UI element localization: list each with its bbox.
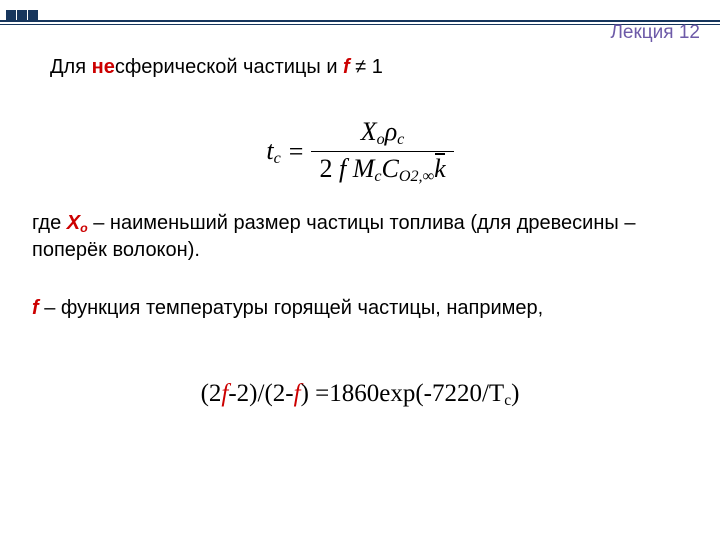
x-var: X xyxy=(361,117,377,146)
square-icon xyxy=(28,10,38,20)
intro-part2: сферической частицы и xyxy=(115,56,343,78)
const-2: 2 xyxy=(319,154,332,183)
paragraph-xo: где Хо – наименьший размер частицы топли… xyxy=(32,210,646,264)
f-var: f xyxy=(339,154,346,183)
eqn2-f2: f xyxy=(294,380,301,407)
t-var: t xyxy=(266,136,273,165)
square-icon xyxy=(6,10,16,20)
k-var: k xyxy=(434,154,446,183)
f-symbol: f xyxy=(32,297,39,319)
kbar: k xyxy=(434,154,446,184)
c-var: C xyxy=(382,154,399,183)
x-sub: o xyxy=(377,131,385,148)
numerator: Xoρc xyxy=(353,115,413,151)
xo-sub: о xyxy=(80,221,88,235)
intro-f: f xyxy=(343,56,350,78)
eqn2-b: -2)/(2- xyxy=(228,380,293,407)
eqn2-d: ) xyxy=(511,380,519,407)
para1-a: где xyxy=(32,212,67,234)
c-sub: O2,∞ xyxy=(399,168,434,185)
denominator: 2 f McCO2,∞k xyxy=(311,152,453,188)
rho-sub: c xyxy=(397,131,404,148)
intro-line: Для несферической частицы и f ≠ 1 xyxy=(50,56,383,79)
eqn2-c: ) =1860exp(-7220/T xyxy=(301,380,505,407)
intro-ne: не xyxy=(92,56,115,78)
t-sub: c xyxy=(274,150,281,167)
xo-x: Х xyxy=(67,212,80,234)
xo-symbol: Хо xyxy=(67,212,88,234)
secondary-equation: (2f-2)/(2-f) =1860exp(-7220/Tc) xyxy=(0,380,720,410)
eqn2-a: (2 xyxy=(201,380,222,407)
m-sub: c xyxy=(374,168,381,185)
paragraph-f: f – функция температуры горящей частицы,… xyxy=(32,295,680,322)
lecture-number: Лекция 12 xyxy=(610,22,700,44)
formula-lhs: tc xyxy=(266,136,280,168)
intro-part3: ≠ 1 xyxy=(350,56,383,78)
decoration-squares xyxy=(6,10,38,20)
formula-fraction: Xoρc 2 f McCO2,∞k xyxy=(311,115,453,188)
main-formula: tc = Xoρc 2 f McCO2,∞k xyxy=(0,115,720,188)
para2-rest: – функция температуры горящей частицы, н… xyxy=(39,297,544,319)
square-icon xyxy=(17,10,27,20)
intro-part1: Для xyxy=(50,56,92,78)
equals-sign: = xyxy=(289,137,304,167)
m-var: M xyxy=(353,154,375,183)
overbar xyxy=(435,153,445,154)
rho-var: ρ xyxy=(385,117,397,146)
para1-b: – наименьший размер частицы топлива (для… xyxy=(32,212,635,261)
